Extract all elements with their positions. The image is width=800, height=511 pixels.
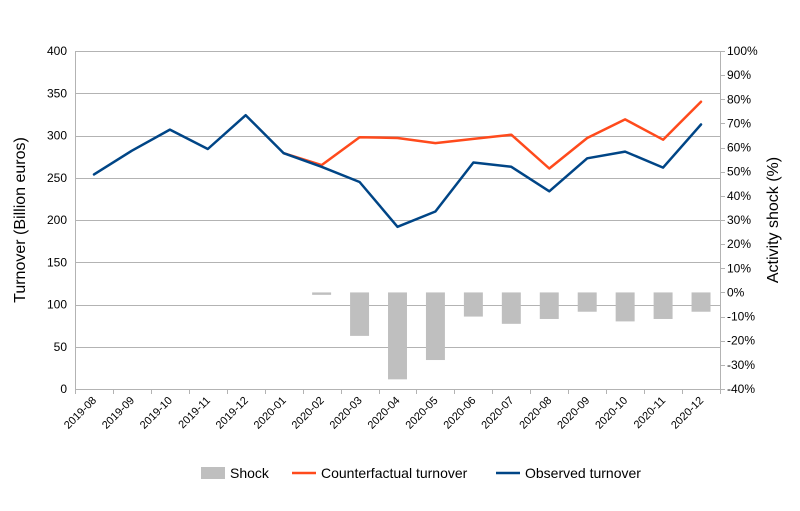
right-axis-title: Activity shock (%) — [765, 157, 782, 283]
x-tick-label: 2020-01 — [252, 395, 289, 432]
left-tick-label: 300 — [47, 129, 67, 143]
right-tick-label: 10% — [727, 261, 751, 275]
right-tick-label: -10% — [727, 310, 755, 324]
right-axis-ticks: -40% -30% -20% -10% 0% 10% 20% 30% 40% 50% 60% 70% 8… — [727, 44, 758, 396]
x-tick-label: 2020-06 — [441, 395, 478, 432]
shock-bar — [350, 292, 370, 336]
right-tick-label: 30% — [727, 213, 751, 227]
shock-bar — [615, 292, 635, 322]
right-tick-label: -40% — [727, 382, 755, 396]
left-tick-label: 100 — [47, 298, 67, 312]
right-tick-label: 50% — [727, 165, 751, 179]
left-tick-label: 400 — [47, 44, 67, 58]
right-tick-label: 80% — [727, 92, 751, 106]
right-tick-label: 40% — [727, 189, 751, 203]
left-axis-title: Turnover (Billion euros) — [12, 137, 29, 303]
x-tick-label: 2020-08 — [517, 395, 554, 432]
left-tick-label: 350 — [47, 86, 67, 100]
x-tick-label: 2019-11 — [176, 395, 212, 431]
x-tick-label: 2019-12 — [214, 395, 251, 432]
x-tick-label: 2020-04 — [366, 395, 403, 432]
x-tick-label: 2020-02 — [290, 395, 327, 432]
turnover-lines — [92, 100, 703, 229]
left-tick-label: 150 — [47, 255, 67, 269]
shock-bar — [653, 292, 673, 319]
right-tick-label: -30% — [727, 358, 755, 372]
x-tick-label: 2020-11 — [632, 395, 668, 431]
shock-bar — [691, 292, 711, 312]
right-tick-label: 20% — [727, 237, 751, 251]
legend-label: Observed turnover — [525, 465, 641, 481]
legend: Shock Counterfactual turnover Observed tur… — [201, 465, 641, 481]
right-tick-label: 100% — [727, 44, 758, 58]
right-tick-label: 70% — [727, 116, 751, 130]
counterfactual-turnover-line — [282, 100, 703, 170]
x-tick-label: 2020-12 — [669, 395, 706, 432]
shock-bar — [539, 292, 559, 319]
left-tick-label: 0 — [60, 382, 67, 396]
legend-label: Counterfactual turnover — [321, 465, 468, 481]
legend-swatch-shock — [201, 467, 225, 479]
x-tick-label: 2019-08 — [62, 395, 99, 432]
x-tick-label: 2020-03 — [328, 395, 365, 432]
right-tick-label: 90% — [727, 68, 751, 82]
x-tick-label: 2020-05 — [404, 395, 441, 432]
shock-bar — [577, 292, 597, 312]
shock-bars — [312, 292, 711, 380]
x-tick-label: 2020-10 — [593, 395, 630, 432]
axes — [75, 51, 725, 394]
left-tick-label: 250 — [47, 171, 67, 185]
right-tick-label: 60% — [727, 141, 751, 155]
left-tick-label: 200 — [47, 213, 67, 227]
x-tick-label: 2020-09 — [555, 395, 592, 432]
shock-bar — [463, 292, 483, 317]
shock-bar — [501, 292, 521, 324]
x-tick-label: 2019-10 — [138, 395, 175, 432]
observed-turnover-line — [92, 113, 703, 229]
shock-bar — [388, 292, 407, 380]
x-tick-label: 2019-09 — [100, 395, 137, 432]
right-tick-label: -20% — [727, 334, 755, 348]
left-axis-ticks: 0 50 100 150 200 250 300 350 400 — [47, 44, 67, 396]
right-tick-label: 0% — [727, 285, 745, 299]
x-axis-ticks: 2019-08 2019-09 2019-10 2019-11 2019-12 2020-… — [62, 395, 706, 432]
shock-bar — [312, 292, 332, 295]
shock-bar — [425, 292, 445, 361]
legend-label: Shock — [230, 465, 270, 481]
x-tick-label: 2020-07 — [479, 395, 516, 432]
left-tick-label: 50 — [54, 340, 68, 354]
